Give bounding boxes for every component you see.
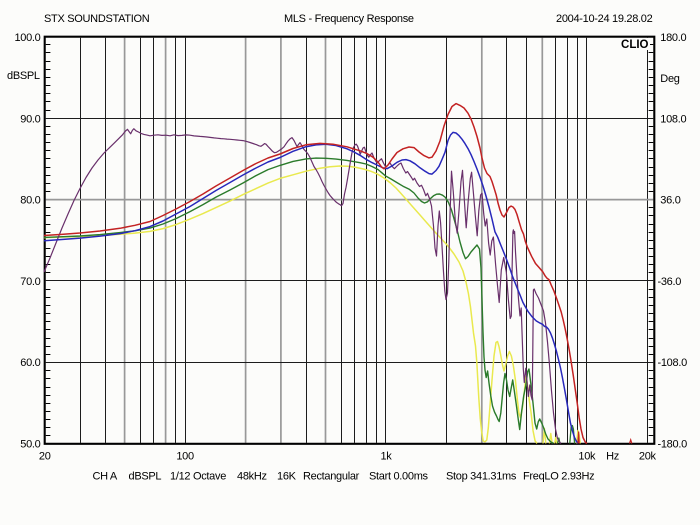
svg-text:90.0: 90.0 (20, 113, 40, 125)
svg-text:60.0: 60.0 (20, 357, 40, 369)
svg-text:100.0: 100.0 (14, 32, 40, 44)
svg-text:16K: 16K (277, 471, 297, 483)
svg-text:MLS - Frequency Response: MLS - Frequency Response (284, 13, 414, 25)
svg-text:108.0: 108.0 (660, 113, 686, 125)
svg-text:100: 100 (176, 451, 194, 463)
svg-text:Start 0.00ms: Start 0.00ms (369, 471, 429, 483)
svg-text:FreqLO 2.93Hz: FreqLO 2.93Hz (523, 471, 594, 483)
svg-text:180.0: 180.0 (660, 32, 686, 44)
svg-text:STX SOUNDSTATION: STX SOUNDSTATION (44, 13, 150, 25)
svg-text:dBSPL: dBSPL (7, 70, 40, 82)
svg-text:Hz: Hz (606, 451, 619, 463)
svg-text:2004-10-24 19.28.02: 2004-10-24 19.28.02 (556, 13, 653, 25)
svg-text:48kHz: 48kHz (237, 471, 267, 483)
svg-text:1/12 Octave: 1/12 Octave (170, 471, 226, 483)
svg-text:-108.0: -108.0 (658, 357, 688, 369)
svg-text:Deg: Deg (660, 73, 679, 85)
svg-text:20: 20 (39, 451, 51, 463)
svg-text:-36.0: -36.0 (658, 276, 682, 288)
svg-text:36.0: 36.0 (660, 195, 680, 207)
svg-text:80.0: 80.0 (20, 195, 40, 207)
svg-text:Stop 341.31ms: Stop 341.31ms (446, 471, 517, 483)
svg-text:CH A: CH A (93, 471, 118, 483)
svg-text:70.0: 70.0 (20, 276, 40, 288)
svg-text:Rectangular: Rectangular (303, 471, 360, 483)
svg-text:1k: 1k (380, 451, 392, 463)
svg-text:dBSPL: dBSPL (129, 471, 162, 483)
svg-text:50.0: 50.0 (20, 439, 40, 451)
svg-text:-180.0: -180.0 (658, 439, 688, 451)
svg-text:CLIO: CLIO (621, 39, 649, 51)
svg-text:20k: 20k (639, 451, 657, 463)
svg-text:10k: 10k (578, 451, 596, 463)
